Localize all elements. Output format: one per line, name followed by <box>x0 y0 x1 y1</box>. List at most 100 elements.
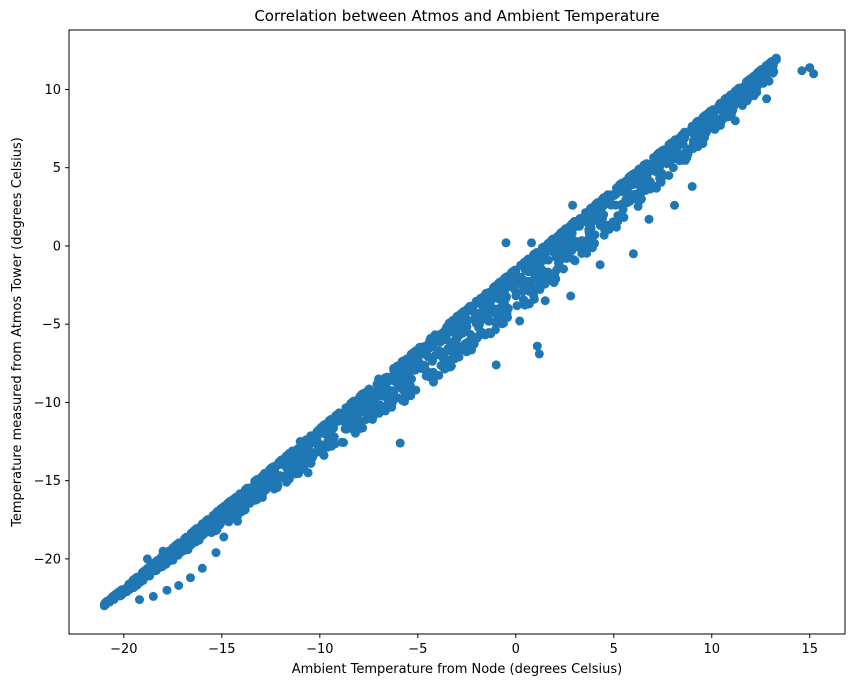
data-point <box>568 200 578 210</box>
data-point <box>469 339 479 349</box>
x-tick-label: 15 <box>801 642 818 657</box>
data-point <box>595 220 605 230</box>
data-point <box>595 260 605 270</box>
data-point <box>499 273 509 283</box>
data-point <box>490 317 500 327</box>
data-point <box>387 402 397 412</box>
y-tick-label: 10 <box>44 83 61 98</box>
data-point <box>805 63 815 73</box>
data-point <box>613 211 623 221</box>
data-point <box>649 153 659 163</box>
data-point <box>506 268 516 278</box>
data-point <box>756 66 766 76</box>
data-point <box>670 139 680 149</box>
data-point <box>342 407 352 417</box>
data-point <box>644 214 654 224</box>
data-point <box>675 156 685 166</box>
data-point <box>450 327 460 337</box>
data-point <box>605 194 615 204</box>
data-point <box>399 361 409 371</box>
y-tick-label: 5 <box>53 161 61 176</box>
data-point <box>425 343 435 353</box>
data-point <box>454 352 464 362</box>
data-point <box>353 414 363 424</box>
data-point <box>535 257 545 267</box>
data-point <box>529 294 539 304</box>
data-point <box>524 283 534 293</box>
y-tick-label: −20 <box>34 552 61 567</box>
data-point <box>148 591 158 601</box>
data-point <box>327 441 337 451</box>
data-point <box>512 301 522 311</box>
data-point <box>687 182 697 191</box>
data-point <box>566 291 576 301</box>
data-point <box>730 116 740 126</box>
data-point <box>117 589 127 599</box>
data-point <box>358 423 368 433</box>
data-point <box>714 101 724 111</box>
data-point <box>375 400 385 410</box>
data-point <box>501 293 511 303</box>
data-point <box>329 423 339 433</box>
data-point <box>327 414 337 424</box>
data-point <box>499 318 508 328</box>
data-point <box>586 222 595 232</box>
x-tick-label: −15 <box>208 642 235 657</box>
data-point <box>683 149 693 158</box>
data-point <box>256 484 266 493</box>
data-point <box>502 309 512 319</box>
data-point <box>252 475 262 485</box>
data-point <box>491 304 501 314</box>
data-point <box>491 360 501 370</box>
data-point <box>218 503 227 513</box>
data-point <box>534 349 544 359</box>
data-point <box>515 316 525 326</box>
data-point <box>708 119 717 129</box>
data-point <box>197 563 207 573</box>
chart-title: Correlation between Atmos and Ambient Te… <box>254 7 659 25</box>
data-point <box>646 182 656 192</box>
data-point <box>527 238 536 248</box>
data-point <box>559 264 568 274</box>
data-point <box>385 373 395 382</box>
data-point <box>99 601 109 611</box>
data-point <box>574 241 584 251</box>
y-tick-label: −10 <box>34 396 61 411</box>
x-axis: −20 −15 −10 −5 0 5 10 15 <box>110 634 818 657</box>
plot-frame <box>68 29 846 635</box>
data-point <box>125 583 135 593</box>
data-point <box>587 243 597 253</box>
data-point <box>189 526 199 536</box>
x-tick-label: 0 <box>512 642 520 657</box>
data-point <box>295 437 305 446</box>
plot-area <box>99 53 819 611</box>
data-point <box>492 281 502 291</box>
data-point <box>400 392 410 401</box>
data-point <box>532 248 541 257</box>
data-point <box>542 246 552 256</box>
data-point <box>441 346 451 356</box>
data-point <box>206 528 216 538</box>
data-point <box>278 472 288 482</box>
data-point <box>738 87 748 97</box>
data-point <box>751 72 761 82</box>
data-point <box>287 446 297 456</box>
data-point <box>562 253 571 263</box>
data-point <box>771 55 781 65</box>
data-point <box>245 498 255 508</box>
data-point <box>211 514 220 524</box>
data-point <box>483 288 493 298</box>
x-axis-title: Ambient Temperature from Node (degrees C… <box>292 662 623 677</box>
data-point <box>135 595 144 605</box>
data-point <box>475 295 485 305</box>
data-point <box>460 323 470 333</box>
data-point <box>174 581 184 590</box>
data-point <box>501 238 511 248</box>
data-point <box>678 133 688 143</box>
data-point <box>509 284 519 294</box>
data-point <box>169 543 179 553</box>
data-point <box>200 520 210 530</box>
data-point <box>367 399 377 409</box>
data-point <box>162 585 172 595</box>
